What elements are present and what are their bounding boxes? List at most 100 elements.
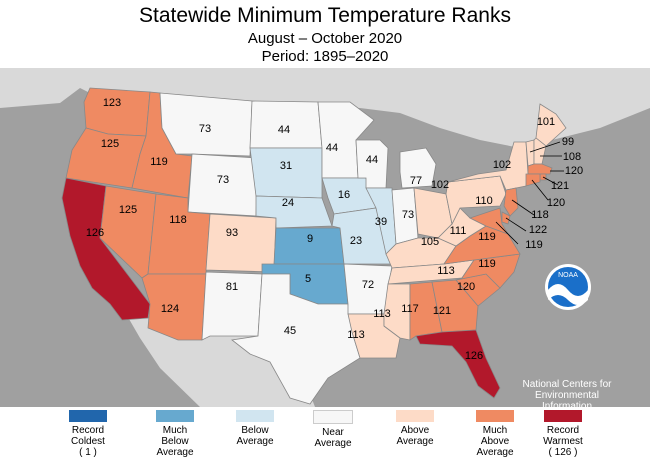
lake-michigan bbox=[385, 146, 398, 186]
rank-label-nm: 81 bbox=[226, 281, 238, 293]
rank-label-ok: 5 bbox=[305, 273, 311, 285]
legend-line: Average bbox=[476, 447, 514, 458]
rank-label-wy: 73 bbox=[217, 174, 229, 186]
rank-label-mn: 44 bbox=[326, 142, 338, 154]
rank-label-nh: 108 bbox=[563, 151, 581, 163]
legend-swatch bbox=[236, 410, 274, 422]
rank-label-la: 113 bbox=[347, 329, 365, 341]
legend-line: Below bbox=[161, 436, 189, 447]
state-tx bbox=[231, 273, 361, 405]
state-ct bbox=[525, 173, 541, 187]
rank-label-in: 73 bbox=[402, 209, 414, 221]
legend-line: ( 126 ) bbox=[548, 447, 578, 458]
rank-label-pa: 110 bbox=[475, 195, 493, 207]
rank-label-il: 39 bbox=[375, 216, 387, 228]
legend-line: Average bbox=[396, 436, 434, 447]
legend-line: Record bbox=[71, 425, 105, 436]
legend-line: Much bbox=[482, 425, 508, 436]
legend-line: Average bbox=[156, 447, 194, 458]
rank-label-az: 124 bbox=[161, 303, 179, 315]
legend-swatch bbox=[544, 410, 582, 422]
rank-label-wv: 111 bbox=[450, 225, 467, 237]
legend-item-record-warmest: Record Warmest( 126 ) bbox=[518, 410, 608, 458]
ncei-credit: National Centers for Environmental Infor… bbox=[512, 379, 622, 412]
state-nj bbox=[503, 187, 519, 217]
rank-label-or: 125 bbox=[101, 138, 119, 150]
rank-label-ks: 9 bbox=[307, 233, 313, 245]
legend-line: Above bbox=[480, 436, 510, 447]
map-period: Period: 1895–2020 bbox=[261, 48, 389, 65]
legend-line: Coldest bbox=[71, 436, 105, 447]
noaa-logo-text: NOAA bbox=[558, 272, 578, 279]
rank-label-wa: 123 bbox=[103, 97, 121, 109]
state-mi bbox=[399, 147, 437, 189]
rank-label-nj: 118 bbox=[531, 209, 549, 221]
legend-swatch bbox=[69, 410, 107, 422]
rank-label-mo: 23 bbox=[350, 235, 362, 247]
map-title: Statewide Minimum Temperature Ranks bbox=[139, 4, 511, 27]
rank-label-ct: 120 bbox=[547, 197, 565, 209]
rank-label-oh: 102 bbox=[431, 179, 449, 191]
state-wa bbox=[83, 87, 151, 137]
credit-line-1: National Centers for bbox=[522, 379, 612, 390]
legend-line: Much bbox=[162, 425, 188, 436]
rank-label-ma: 120 bbox=[565, 165, 583, 177]
rank-label-ga: 121 bbox=[433, 305, 451, 317]
state-me bbox=[535, 103, 567, 147]
state-sd bbox=[249, 147, 323, 199]
rank-label-nv: 125 bbox=[119, 204, 137, 216]
credit-line-3: Information bbox=[541, 401, 593, 412]
rank-label-mt: 73 bbox=[199, 123, 211, 135]
rank-label-nc: 119 bbox=[478, 258, 496, 270]
rank-label-fl: 126 bbox=[465, 350, 483, 362]
us-map: 123 125 126 125 119 73 73 118 124 93 81 44 31 24 9 5 45 4… bbox=[0, 68, 650, 407]
state-nm bbox=[201, 271, 263, 341]
rank-label-nd: 44 bbox=[278, 124, 290, 136]
legend-item-above: Above Average bbox=[370, 410, 460, 447]
legend-item-below: Below Average bbox=[210, 410, 300, 447]
rank-label-al: 117 bbox=[401, 303, 419, 315]
state-nh bbox=[533, 137, 547, 165]
rank-label-tx: 45 bbox=[284, 325, 296, 337]
legend-line: Average bbox=[314, 438, 352, 449]
leader-lines bbox=[495, 141, 564, 245]
rank-label-tn: 113 bbox=[437, 265, 455, 277]
legend-line: Above bbox=[400, 425, 430, 436]
map-subtitle: August – October 2020 bbox=[247, 30, 403, 47]
legend-swatch bbox=[476, 410, 514, 422]
rank-label-me: 101 bbox=[537, 116, 555, 128]
rank-label-sc: 120 bbox=[457, 281, 475, 293]
state-co bbox=[205, 213, 277, 273]
legend-swatch bbox=[156, 410, 194, 422]
credit-line-2: Environmental bbox=[535, 390, 599, 401]
legend-line: Below bbox=[241, 425, 269, 436]
legend-swatch bbox=[313, 410, 353, 424]
lake-ontario bbox=[478, 164, 506, 174]
rank-label-id: 119 bbox=[150, 156, 168, 168]
legend-line: Near bbox=[322, 427, 344, 438]
legend-item-near: Near Average bbox=[288, 410, 378, 449]
legend-swatch bbox=[396, 410, 434, 422]
rank-label-ms: 113 bbox=[373, 308, 391, 320]
rank-label-ca: 126 bbox=[86, 227, 104, 239]
rank-label-vt: 99 bbox=[562, 136, 574, 148]
rank-label-ky: 105 bbox=[421, 236, 439, 248]
legend-item-record-coldest: Record Coldest( 1 ) bbox=[43, 410, 133, 458]
legend-line: Average bbox=[236, 436, 274, 447]
state-md bbox=[468, 207, 509, 235]
state-fl bbox=[415, 329, 501, 399]
rank-label-md: 119 bbox=[525, 239, 543, 251]
legend: Record Coldest( 1 ) Much Below Average Belo… bbox=[0, 410, 650, 475]
rank-label-co: 93 bbox=[226, 227, 238, 239]
rank-label-ny: 102 bbox=[493, 159, 511, 171]
legend-item-much-below: Much Below Average bbox=[130, 410, 220, 458]
rank-label-wi: 44 bbox=[366, 154, 378, 166]
legend-line: Record bbox=[546, 425, 580, 436]
canada-land bbox=[0, 68, 650, 148]
rank-label-sd: 31 bbox=[280, 160, 292, 172]
rank-label-ri: 121 bbox=[551, 180, 569, 192]
rank-label-ut: 118 bbox=[169, 214, 187, 226]
map-panel: 123 125 126 125 119 73 73 118 124 93 81 44 31 24 9 5 45 4… bbox=[0, 68, 650, 421]
legend-item-much-above: Much Above Average bbox=[450, 410, 540, 458]
legend-line: ( 1 ) bbox=[79, 447, 97, 458]
